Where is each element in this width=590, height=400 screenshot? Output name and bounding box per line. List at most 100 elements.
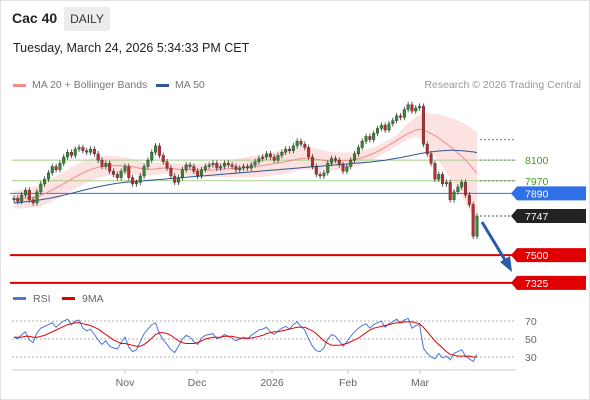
- candle-body: [330, 158, 334, 164]
- candle-body: [249, 164, 253, 169]
- candle-body: [322, 172, 326, 177]
- candle-body: [475, 215, 479, 237]
- rsi-ma-legend-label: 9MA: [82, 293, 104, 305]
- candle-body: [429, 153, 433, 164]
- candle-body: [165, 161, 169, 169]
- period-button[interactable]: DAILY: [64, 7, 110, 31]
- candle-body: [100, 159, 104, 167]
- candle-body: [349, 159, 353, 167]
- candle-body: [291, 145, 295, 151]
- candle-body: [127, 166, 131, 178]
- candle-body: [196, 171, 200, 177]
- candle-body: [173, 175, 177, 183]
- ma20-line: [13, 128, 478, 201]
- candle-body: [73, 148, 77, 156]
- candle-body: [215, 163, 219, 169]
- candle-body: [211, 163, 215, 166]
- rsi-swatch-icon: [13, 297, 26, 300]
- level-tag: [511, 275, 586, 290]
- level-label: 8100: [525, 155, 549, 167]
- candle-body: [131, 177, 135, 185]
- candle-body: [111, 171, 115, 175]
- candle-body: [177, 177, 181, 183]
- candle-body: [406, 104, 410, 110]
- candle-body: [345, 166, 349, 172]
- candle-body: [379, 125, 383, 129]
- level-label: 7325: [525, 278, 549, 290]
- candle-body: [337, 159, 341, 166]
- candle-body: [199, 169, 203, 177]
- symbol-title: Cac 40: [12, 10, 58, 26]
- x-tick-label: Dec: [188, 377, 207, 389]
- candle-body: [261, 156, 265, 159]
- candle-body: [54, 166, 58, 170]
- x-tick-label: Nov: [116, 377, 135, 389]
- candle-body: [383, 125, 387, 131]
- candle-body: [89, 148, 93, 153]
- candle-body: [157, 145, 161, 156]
- x-tick-label: 2026: [260, 377, 284, 389]
- candle-body: [410, 104, 414, 112]
- level-tag: [511, 248, 586, 263]
- x-tick-label: Feb: [339, 377, 357, 389]
- candle-body: [471, 204, 475, 237]
- candle-body: [123, 166, 127, 172]
- candle-body: [169, 167, 173, 177]
- candle-body: [456, 186, 460, 193]
- candle-body: [66, 152, 70, 158]
- candle-body: [356, 147, 360, 155]
- candle-body: [425, 144, 429, 155]
- candle-body: [437, 174, 441, 180]
- candle-body: [414, 107, 418, 112]
- candle-body: [299, 140, 303, 145]
- candle-body: [20, 194, 24, 202]
- candle-body: [441, 174, 445, 185]
- candle-body: [444, 182, 448, 185]
- candle-body: [85, 150, 89, 153]
- candle-body: [464, 182, 468, 196]
- bollinger-band: [14, 113, 477, 226]
- candle-body: [203, 166, 207, 170]
- candle-body: [418, 106, 422, 109]
- candle-body: [245, 166, 249, 169]
- forecast-arrow-icon: [480, 221, 512, 272]
- candle-body: [62, 156, 66, 164]
- candle-body: [318, 174, 322, 177]
- candles: [12, 101, 479, 240]
- candle-body: [16, 197, 20, 202]
- candle-body: [303, 144, 307, 148]
- candle-body: [280, 152, 284, 156]
- rsi-level-label: 70: [525, 316, 537, 328]
- credit-text: Research © 2026 Trading Central: [424, 79, 581, 91]
- candle-body: [184, 164, 188, 170]
- level-label: 7890: [525, 188, 549, 200]
- bollinger-area: [14, 113, 477, 226]
- candle-body: [341, 164, 345, 172]
- candle-body: [180, 169, 184, 178]
- candle-body: [58, 163, 62, 170]
- candle-body: [43, 178, 47, 185]
- candle-body: [35, 191, 39, 204]
- candle-body: [467, 194, 471, 205]
- candle-body: [234, 166, 238, 170]
- legend-ma20: MA 20 + Bollinger Bands: [13, 79, 147, 91]
- candle-body: [115, 174, 119, 178]
- level-tag: [511, 209, 586, 224]
- candle-body: [253, 161, 257, 166]
- candle-body: [23, 190, 27, 196]
- rsi-line: [13, 317, 478, 363]
- candle-body: [433, 163, 437, 180]
- candle-body: [134, 182, 138, 185]
- candle-body: [138, 175, 142, 183]
- candle-body: [265, 153, 269, 158]
- rsi-level-label: 50: [525, 334, 537, 346]
- candle-body: [146, 159, 150, 167]
- candle-body: [230, 164, 234, 167]
- candle-body: [192, 166, 196, 172]
- candle-body: [81, 147, 85, 151]
- candle-body: [104, 163, 108, 167]
- candle-body: [142, 166, 146, 177]
- candle-body: [39, 183, 43, 193]
